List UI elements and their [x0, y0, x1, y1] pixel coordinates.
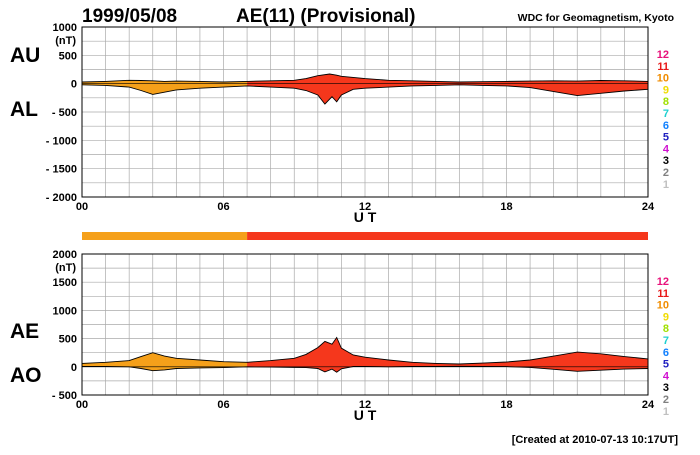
ae-ao-panel: 2000 1500 1000 500 0 - 500 (nT) 00 06 12 18 24 U T AE… [10, 249, 655, 423]
panel-side-label-ae: AE [10, 320, 39, 343]
legend-item-5: 5 [663, 359, 669, 371]
area-segment-early [82, 352, 248, 371]
x-axis-label: U T [354, 209, 377, 225]
y-tick-label: 1000 [53, 305, 77, 317]
y-unit-label: (nT) [55, 262, 76, 274]
x-tick-label: 00 [76, 201, 88, 213]
legend-item-9: 9 [663, 84, 669, 96]
y-tick-label: - 500 [52, 107, 77, 119]
x-tick-label: 24 [642, 201, 655, 213]
legend-item-4: 4 [663, 143, 670, 155]
x-tick-label: 06 [217, 399, 229, 411]
x-tick-label: 00 [76, 399, 88, 411]
legend-item-12: 12 [657, 49, 669, 61]
time-color-strip [82, 232, 649, 240]
legend-item-10: 10 [657, 73, 669, 85]
panel-side-label-au: AU [10, 44, 40, 67]
legend-item-7: 7 [663, 335, 669, 347]
legend-item-9: 9 [663, 311, 669, 323]
legend-item-7: 7 [663, 108, 669, 120]
x-tick-label: 12 [359, 399, 371, 411]
strip-segment-late [247, 232, 649, 240]
y-tick-label: 500 [59, 334, 77, 346]
y-tick-label: 500 [59, 50, 77, 62]
y-tick-label: 2000 [53, 249, 77, 261]
legend-item-2: 2 [663, 167, 669, 179]
legend-item-8: 8 [663, 96, 669, 108]
x-tick-label: 18 [500, 399, 512, 411]
x-tick-label: 18 [500, 201, 512, 213]
legend-item-11: 11 [657, 61, 669, 73]
x-axis-label: U T [354, 407, 377, 423]
legend-item-11: 11 [657, 288, 669, 300]
panel-side-label-ao: AO [10, 364, 42, 387]
legend-item-10: 10 [657, 300, 669, 312]
y-unit-label: (nT) [55, 35, 76, 47]
y-tick-label: 0 [71, 79, 77, 91]
legend-item-5: 5 [663, 132, 669, 144]
series-line-ae [81, 336, 649, 365]
legend-item-8: 8 [663, 323, 669, 335]
legend-item-6: 6 [663, 120, 669, 132]
series-line-al [81, 84, 649, 105]
legend-item-6: 6 [663, 347, 669, 359]
x-tick-label: 06 [217, 201, 229, 213]
plot-frame [81, 26, 649, 198]
strip-segment-early [82, 232, 248, 240]
panel-side-label-al: AL [10, 98, 38, 121]
legend-item-12: 12 [657, 276, 669, 288]
legend-item-3: 3 [663, 155, 669, 167]
x-tick-label: 24 [642, 399, 655, 411]
legend-item-3: 3 [663, 382, 669, 394]
y-tick-label: - 500 [52, 390, 77, 402]
y-tick-label: - 1000 [46, 135, 77, 147]
legend-item-2: 2 [663, 394, 669, 406]
created-timestamp: [Created at 2010-07-13 10:17UT] [512, 434, 679, 446]
au-al-panel: 1000 500 0 - 500 - 1000 - 1500 - 2000 (nT) 00 06 1… [10, 22, 655, 225]
legend-item-1: 1 [663, 406, 669, 418]
y-tick-label: 1500 [53, 277, 77, 289]
x-tick-label: 12 [359, 201, 371, 213]
y-tick-label: 0 [71, 362, 77, 374]
y-tick-label: - 1500 [46, 164, 77, 176]
series-line-ao [82, 365, 649, 373]
chart-title: AE(11) (Provisional) [236, 6, 416, 27]
legend-item-1: 1 [663, 179, 669, 191]
plot-frame [81, 253, 649, 396]
series-line-au [81, 73, 649, 83]
legend-item-4: 4 [663, 370, 670, 382]
y-tick-label: - 2000 [46, 192, 77, 204]
date-title: 1999/05/08 [82, 6, 177, 27]
y-tick-label: 1000 [53, 22, 77, 34]
area-segment-late [247, 337, 648, 373]
area-segment-late [247, 74, 648, 105]
source-label: WDC for Geomagnetism, Kyoto [518, 12, 674, 24]
